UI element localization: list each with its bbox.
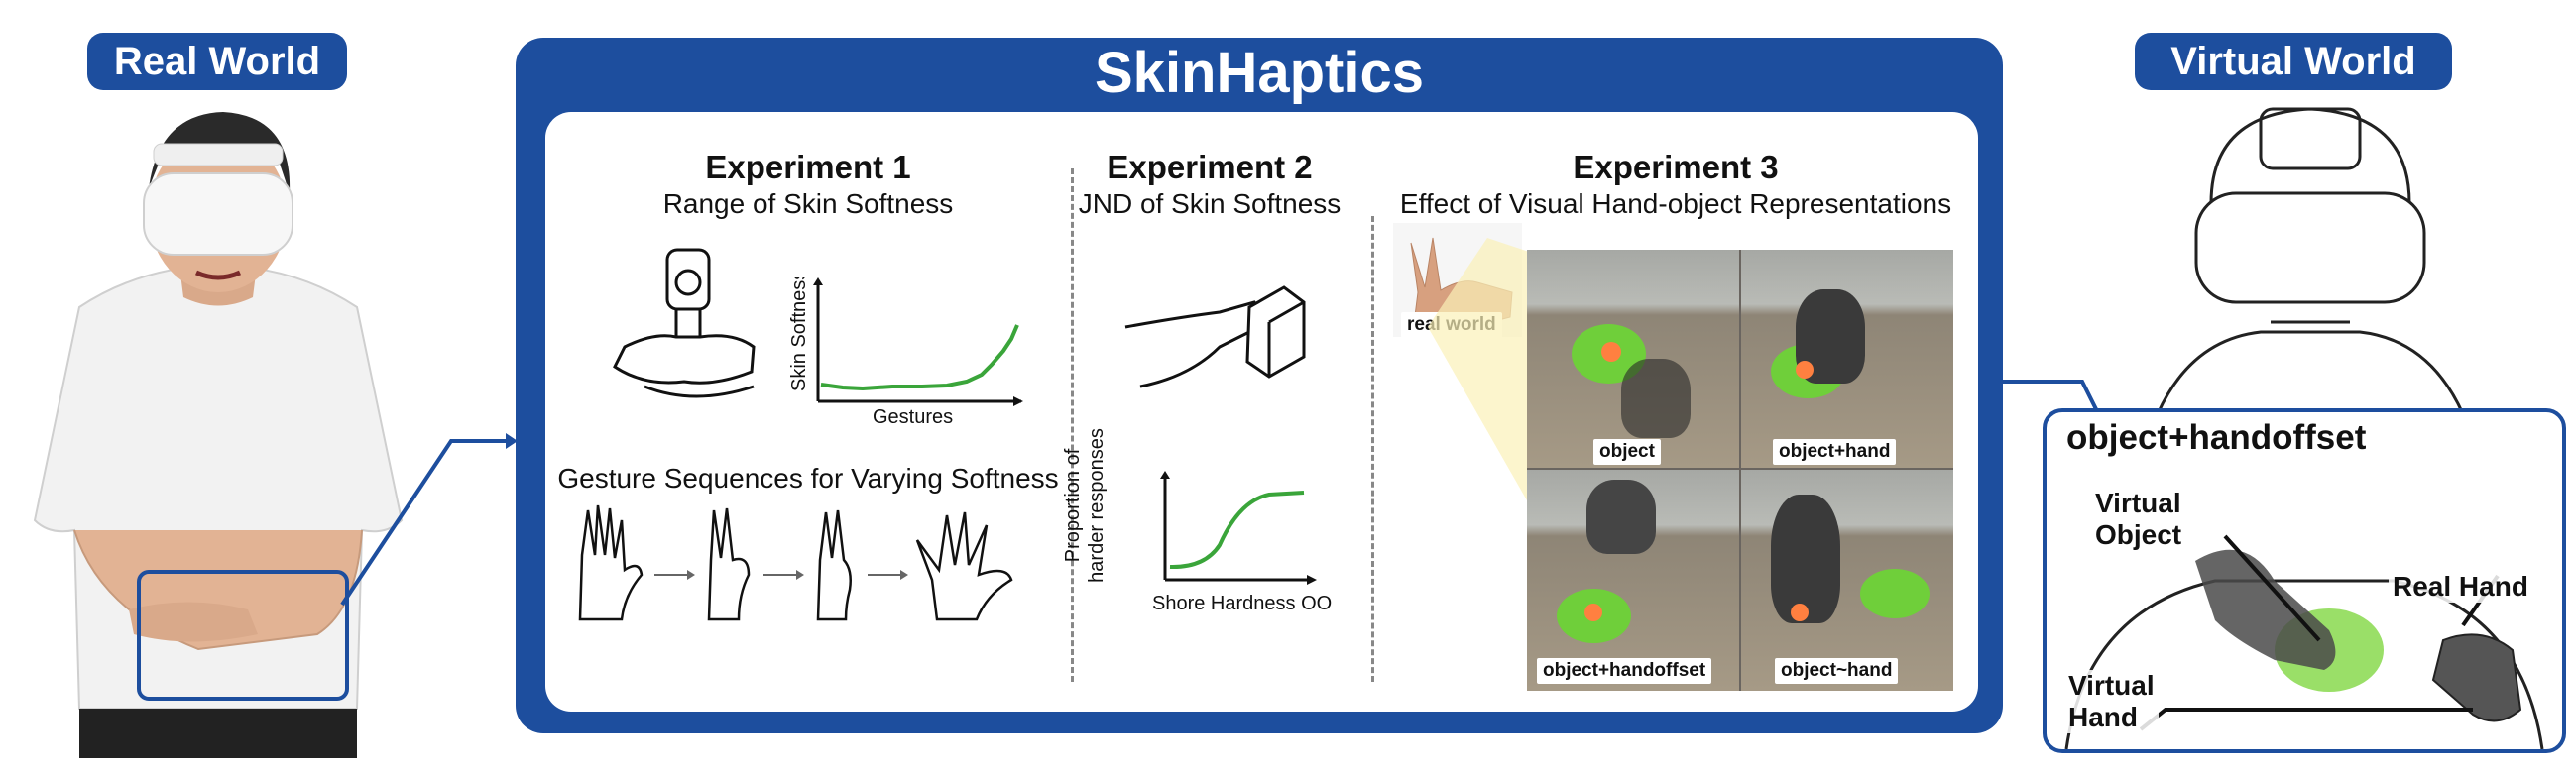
vr-scene-object-tilde-hand [1741,470,1953,691]
connector-arrow [340,433,518,607]
exp2-y-label: Proportion of harder responses [1061,416,1109,595]
finger-press-block-illustration [1124,285,1306,388]
wrist-highlight-box [137,570,349,701]
exp3-title: Experiment 3 [1573,149,1779,185]
exp2-title: Experiment 2 [1107,149,1313,185]
real-world-person-illustration [33,112,404,758]
condition-object-handoffset: object+handoffset [1537,658,1712,684]
gesture-sequence [578,504,1013,621]
exp1-y-label: Skin Softness [788,277,810,391]
divider-1 [1071,168,1074,682]
callout-virtual-object: Virtual Object [2091,488,2186,551]
exp2-x-label: Shore Hardness OO [1152,593,1333,614]
virtual-hand [1771,495,1840,623]
exp2-chart [1160,471,1317,585]
exp1-chart: Skin Softness [788,277,1023,406]
touch-point [1584,604,1602,621]
exp3-subtitle: Effect of Visual Hand-object Representat… [1399,188,1952,219]
page-title: SkinHaptics [1095,41,1424,105]
gesture-spread-hand [915,511,1013,621]
inset-connector [2003,380,2099,412]
exp1-sequence-label: Gesture Sequences for Varying Softness [557,463,1059,494]
touch-point [1791,604,1809,621]
callout-virtual-hand-line1: Virtual [2068,670,2155,701]
exp2-subtitle: JND of Skin Softness [1078,188,1342,219]
shadow-hand [1621,359,1691,438]
real-world-label: Real World [87,33,347,90]
inset-title: object+handoffset [2066,418,2367,457]
callout-virtual-hand: Virtual Hand [2064,670,2159,733]
exp1-x-label: Gestures [873,406,954,428]
gesture-peace-hand [707,507,751,621]
condition-object-hand: object+hand [1773,439,1897,465]
exp1-softness-curve [820,324,1019,391]
touch-point [1601,342,1621,362]
callout-real-hand: Real Hand [2389,571,2532,603]
projection-beam [1428,238,1547,535]
gesture-open-hand [578,504,644,621]
exp1-subtitle: Range of Skin Softness [662,188,954,219]
exp2-y-label-line2: harder responses [1086,428,1108,583]
callout-virtual-object-line2: Object [2095,519,2182,550]
condition-object-tilde-hand: object~hand [1775,658,1899,684]
vr-scene-object [1527,250,1739,468]
virtual-hand-shape [2195,549,2336,670]
callout-virtual-object-line1: Virtual [2095,488,2181,518]
virtual-hand [1586,480,1656,554]
virtual-object-blob [1860,569,1930,618]
virtual-world-person-sketch [2140,107,2481,461]
exp2-y-label-line1: Proportion of [1062,448,1084,563]
vr-scene-object-handoffset [1527,470,1739,691]
touch-point [1796,361,1814,379]
condition-object: object [1593,439,1661,465]
gesture-two-finger-hand [816,509,852,621]
real-hand-shape [2431,633,2522,722]
virtual-world-label: Virtual World [2135,33,2452,90]
callout-virtual-hand-line2: Hand [2068,702,2138,732]
vr-scene-object-hand [1741,250,1953,468]
virtual-inset-panel: object+handoffset Virtual Object Real Ha… [2043,408,2566,753]
exp2-psychometric-curve [1169,491,1305,570]
durometer-hand-illustration [613,248,756,398]
exp1-title: Experiment 1 [705,149,911,185]
divider-2 [1371,216,1374,682]
